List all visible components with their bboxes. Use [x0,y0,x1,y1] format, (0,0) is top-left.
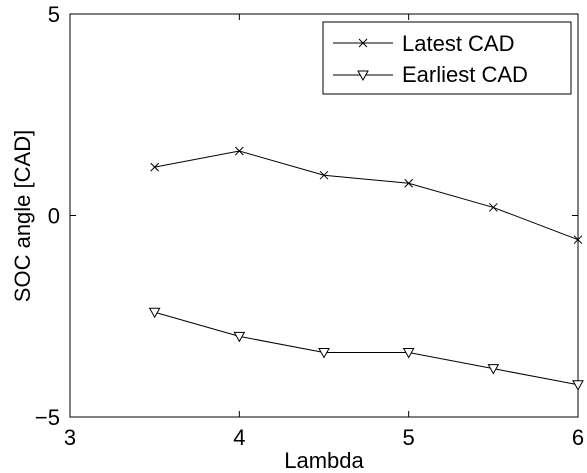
x-tick-label: 4 [233,425,245,450]
x-tick-label: 5 [403,425,415,450]
x-marker [234,146,244,156]
x-marker [358,38,368,48]
triangle-down-marker [148,307,161,319]
x-marker [573,235,583,245]
x-axis-title: Lambda [284,448,364,473]
y-tick-label: 5 [48,2,60,27]
legend-label-earliest: Earliest CAD [402,62,528,87]
legend: Latest CAD Earliest CAD [322,21,572,95]
triangle-down-marker [357,70,369,82]
x-marker [319,170,329,180]
x-axis: 3 4 5 6 [64,14,584,450]
y-axis: −5 0 5 [35,2,578,430]
series-layer [148,146,584,391]
x-tick-label: 3 [64,425,76,450]
series-line [154,150,579,241]
x-marker [488,203,498,212]
legend-triangle-marker-icon [357,70,369,82]
x-tick-label: 6 [572,425,584,450]
legend-label-latest: Latest CAD [402,31,515,56]
y-tick-label: 0 [48,204,60,229]
legend-entry-earliest: Earliest CAD [333,62,528,87]
legend-box [322,21,572,95]
x-marker [150,162,160,172]
series-1 [148,307,584,391]
triangle-down-marker [487,364,500,375]
legend-entry-latest: Latest CAD [333,31,515,56]
triangle-down-marker [402,348,415,359]
triangle-down-marker [233,331,246,343]
series-0 [150,146,583,245]
y-tick-label: −5 [35,405,60,430]
triangle-down-marker [318,348,330,359]
x-marker [404,178,414,188]
series-line [154,311,579,386]
triangle-down-marker [572,380,584,391]
y-axis-title: SOC angle [CAD] [10,130,35,302]
legend-x-marker-icon [358,38,368,48]
